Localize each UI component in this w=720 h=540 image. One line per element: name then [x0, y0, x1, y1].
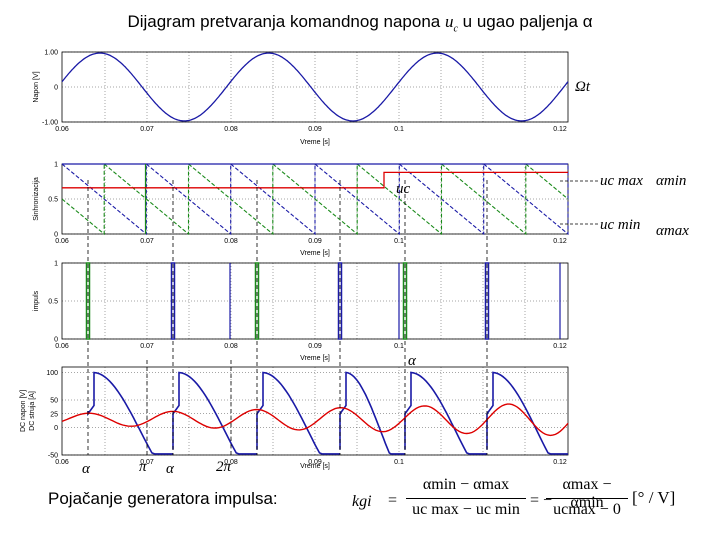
y-tick-label: 50	[50, 398, 58, 405]
y-tick-label: -50	[48, 453, 58, 460]
x-tick-label: 0.09	[308, 126, 322, 133]
curves	[61, 52, 569, 455]
y-tick-label: -1.00	[42, 120, 58, 127]
pi-label: π	[139, 459, 147, 475]
x-tick-label: 0.07	[140, 343, 154, 350]
dc-xlabel: Vreme [s]	[300, 463, 330, 470]
x-tick-label: 0.06	[55, 126, 69, 133]
sine-xlabel: Vreme [s]	[300, 139, 330, 146]
omega-t-label: Ωt	[575, 79, 591, 95]
alpha-mid-label: α	[408, 353, 417, 369]
uc-label: uc	[396, 181, 411, 197]
page-title: Dijagram pretvaranja komandnog napona uc…	[127, 12, 593, 35]
y-tick-label: 0	[54, 232, 58, 239]
x-tick-label: 0.06	[55, 343, 69, 350]
x-tick-label: 0.12	[553, 126, 567, 133]
y-tick-label: 25	[50, 411, 58, 418]
formula-equals: =	[388, 492, 398, 509]
pulse-blue	[484, 262, 490, 340]
y-tick-label: 0	[54, 85, 58, 92]
y-tick-label: 1.00	[44, 50, 58, 57]
pulse-blue	[337, 262, 343, 340]
pulse-green	[85, 262, 91, 340]
pulse-xlabel: Vreme [s]	[300, 355, 330, 362]
x-tick-label: 0.1	[394, 238, 404, 245]
sine-wave	[61, 52, 569, 122]
formula-num2: αmax − αmin	[546, 476, 628, 511]
formula-fraction-2: αmax − αmin ucmax − 0	[546, 476, 628, 523]
title-math: uc	[444, 12, 458, 35]
uc-max-label: uc max	[600, 173, 643, 189]
x-tick-label: 0.12	[553, 238, 567, 245]
x-tick-label: 0.08	[224, 459, 238, 466]
x-tick-label: 0.09	[308, 459, 322, 466]
x-tick-label: 0.12	[553, 343, 567, 350]
x-tick-label: 0.09	[308, 343, 322, 350]
x-tick-label: 0.1	[394, 126, 404, 133]
alpha-max-label: αmax	[656, 223, 689, 239]
x-tick-label: 0.12	[553, 459, 567, 466]
x-tick-label: 0.08	[224, 238, 238, 245]
x-tick-label: 0.08	[224, 343, 238, 350]
two-pi-label: 2π	[216, 459, 232, 475]
gain-label: Pojačanje generatora impulsa:	[48, 489, 278, 508]
tick-labels: 1.000-1.000.06 0.07 0.08 0.09 0.1 0.1210.500.…	[42, 50, 567, 467]
pulse-blue	[170, 262, 176, 340]
formula-unit: [° / V]	[632, 488, 676, 507]
y-tick-label: 0	[54, 337, 58, 344]
formula-den1: uc max − uc min	[412, 501, 520, 518]
y-tick-label: 1	[54, 261, 58, 268]
x-tick-label: 0.1	[394, 343, 404, 350]
x-tick-label: 0.07	[140, 459, 154, 466]
formula-lhs: kgi	[352, 493, 372, 510]
x-tick-label: 0.1	[394, 459, 404, 466]
pulse-green	[402, 262, 408, 340]
y-tick-label: 100	[46, 370, 58, 377]
formula-num1: αmin − αmax	[406, 476, 526, 499]
alpha2-label: α	[166, 461, 175, 477]
alpha1-label: α	[82, 461, 91, 477]
gain-formula: kgi = αmin − αmax uc max − uc min = − αm…	[352, 476, 692, 526]
x-tick-label: 0.07	[140, 238, 154, 245]
sync-sawtooth-green	[61, 163, 569, 236]
alpha-markers	[87, 180, 488, 458]
dc-ylabel2: DC struja [A]	[29, 391, 36, 431]
y-tick-label: 1	[54, 162, 58, 169]
x-tick-label: 0.06	[55, 459, 69, 466]
formula-den2: ucmax − 0	[553, 501, 621, 518]
sync-ylabel: Sinhronizacija	[33, 177, 40, 221]
dc-ylabel: DC napon [V]	[20, 390, 27, 432]
sync-sawtooth-blue	[61, 163, 569, 236]
y-tick-label: 0.5	[48, 197, 58, 204]
pulse-ylabel: impuls	[33, 290, 40, 311]
dc-voltage	[87, 371, 568, 455]
x-tick-label: 0.06	[55, 238, 69, 245]
sine-ylabel: Napon [V]	[33, 71, 40, 102]
x-tick-label: 0.08	[224, 126, 238, 133]
y-tick-label: 0.5	[48, 299, 58, 306]
sync-xlabel: Vreme [s]	[300, 250, 330, 257]
panel-dc-frame	[61, 366, 569, 456]
x-tick-label: 0.09	[308, 238, 322, 245]
uc-min-label: uc min	[600, 217, 640, 233]
uc-step	[62, 171, 568, 189]
alpha-min-label: αmin	[656, 173, 686, 189]
y-tick-label: 0	[54, 425, 58, 432]
pulse-green	[254, 262, 260, 340]
formula-fraction-1: αmin − αmax uc max − uc min	[406, 476, 526, 523]
formula-equals-minus: = −	[530, 492, 553, 509]
x-tick-label: 0.07	[140, 126, 154, 133]
dc-current	[61, 403, 569, 437]
